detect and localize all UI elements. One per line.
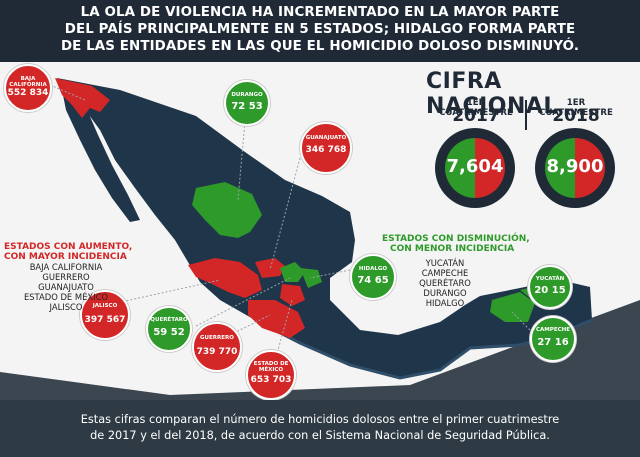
- map-shadow-band: [0, 300, 640, 400]
- period-label-2018: 1ER CUATRIMESTRE: [539, 98, 613, 118]
- value-2017: 59: [153, 327, 168, 338]
- footer-line-2: de 2017 y el del 2018, de acuerdo con el…: [90, 429, 550, 442]
- headline-line-2: DEL PAÍS PRINCIPALMENTE EN 5 ESTADOS; HI…: [64, 22, 576, 37]
- decrease-item: DURANGO: [423, 288, 467, 298]
- value-2017: 346: [305, 145, 325, 155]
- national-2017-value: 7,604: [446, 156, 504, 177]
- national-2018-circle: 8,900: [535, 128, 615, 208]
- year-2017: 2017: [452, 106, 500, 126]
- value-2018: 53: [248, 101, 263, 112]
- value-2018: 834: [29, 88, 49, 98]
- bubble-label: QUERÉTARO: [150, 317, 188, 323]
- value-2018: 15: [551, 285, 566, 296]
- value-2018: 768: [327, 145, 347, 155]
- national-2017-fill: [445, 138, 505, 198]
- value-2017: 739: [196, 347, 216, 357]
- bubble-guerrero: GUERRERO 739 770: [192, 322, 242, 372]
- bubble-durango: DURANGO 72 53: [224, 80, 270, 126]
- value-2018: 65: [374, 275, 389, 286]
- state-guerrero: [248, 300, 305, 338]
- increase-item: JALISCO: [49, 302, 83, 312]
- state-baja-california: [55, 78, 110, 118]
- state-estado-de-mexico: [280, 284, 305, 306]
- value-2018: 16: [554, 337, 569, 348]
- national-2018-value: 8,900: [546, 156, 604, 177]
- increase-legend-title-2: CON MAYOR INCIDENCIA: [4, 252, 127, 262]
- increase-item: GUANAJUATO: [38, 282, 94, 292]
- state-jalisco: [188, 258, 262, 298]
- value-2017: 552: [7, 88, 27, 98]
- value-2018: 770: [218, 347, 238, 357]
- decrease-item: QUERÉTARO: [419, 278, 471, 288]
- bubble-values: 653 703: [248, 375, 294, 385]
- increase-legend-list: BAJA CALIFORNIA GUERRERO GUANAJUATO ESTA…: [4, 262, 128, 312]
- value-2017: 397: [84, 315, 104, 325]
- bubble-values: 72 53: [226, 101, 268, 112]
- bubble-label: CAMPECHE: [536, 327, 570, 333]
- state-queretaro: [280, 262, 305, 282]
- bubble-guanajuato: GUANAJUATO 346 768: [300, 122, 352, 174]
- headline-line-1: LA OLA DE VIOLENCIA HA INCREMENTADO EN L…: [80, 5, 560, 20]
- bubble-hidalgo: HIDALGO 74 65: [350, 254, 396, 300]
- bubble-values: 397 567: [82, 315, 128, 325]
- baja-peninsula: [62, 90, 140, 222]
- bubble-label: YUCATÁN: [535, 276, 565, 282]
- state-campeche: [490, 292, 535, 322]
- year-2018: 2018: [552, 106, 600, 126]
- bubble-baja-california: BAJA CALIFORNIA 552 834: [4, 64, 52, 112]
- bubble-label: ESTADO DE MÉXICO: [253, 361, 289, 373]
- value-2017: 27: [537, 337, 552, 348]
- bubble-label: DURANGO: [231, 92, 263, 98]
- decrease-item: HIDALGO: [425, 298, 465, 308]
- bubble-label: HIDALGO: [358, 266, 388, 272]
- value-2017: 653: [250, 375, 270, 385]
- value-2018: 703: [272, 375, 292, 385]
- headline-line-3: DE LAS ENTIDADES EN LAS QUE EL HOMICIDIO…: [60, 39, 580, 54]
- bubble-values: 20 15: [530, 285, 570, 296]
- bubble-label: GUERRERO: [200, 335, 234, 341]
- header-banner: LA OLA DE VIOLENCIA HA INCREMENTADO EN L…: [0, 0, 640, 62]
- bubble-label: GUANAJUATO: [305, 135, 347, 141]
- increase-item: BAJA CALIFORNIA: [29, 262, 103, 272]
- bubble-values: 739 770: [194, 347, 240, 357]
- footer-note: Estas cifras comparan el número de homic…: [0, 400, 640, 457]
- bubble-values: 552 834: [6, 88, 50, 98]
- bubble-values: 59 52: [148, 327, 190, 338]
- mexico-mainland: [57, 78, 592, 378]
- state-guanajuato: [255, 258, 285, 278]
- national-title: CIFRA NACIONAL: [426, 69, 558, 119]
- value-2017: 72: [231, 101, 246, 112]
- period-label-2017: 1ER CUATRIMESTRE: [439, 98, 513, 118]
- increase-legend-title-1: ESTADOS CON AUMENTO,: [4, 242, 133, 252]
- decrease-legend-title-1: ESTADOS CON DISMINUCIÓN,: [382, 234, 530, 244]
- increase-item: GUERRERO: [42, 272, 90, 282]
- bubble-estado-de-mexico: ESTADO DE MÉXICO 653 703: [246, 350, 296, 400]
- period-separator: [525, 100, 527, 130]
- bubble-queretaro: QUERÉTARO 59 52: [146, 306, 192, 352]
- state-durango: [192, 182, 262, 238]
- decrease-item: CAMPECHE: [421, 268, 469, 278]
- national-2017-circle: 7,604: [435, 128, 515, 208]
- decrease-legend-list: YUCATÁN CAMPECHE QUERÉTARO DURANGO HIDAL…: [400, 258, 490, 308]
- value-2018: 567: [106, 315, 126, 325]
- footer-line-1: Estas cifras comparan el número de homic…: [80, 413, 560, 426]
- decrease-legend-title-2: CON MENOR INCIDENCIA: [390, 244, 515, 254]
- connector-lines: [49, 84, 546, 365]
- bubble-yucatan: YUCATÁN 20 15: [528, 265, 572, 309]
- bubble-values: 346 768: [302, 145, 350, 155]
- national-2018-fill: [545, 138, 605, 198]
- bubble-label: JALISCO: [92, 303, 118, 309]
- bubble-values: 74 65: [352, 275, 394, 286]
- decrease-item: YUCATÁN: [425, 258, 465, 268]
- increase-item: ESTADO DE MÉXICO: [23, 292, 109, 302]
- bubble-jalisco: JALISCO 397 567: [80, 290, 130, 340]
- state-hidalgo: [300, 268, 322, 288]
- value-2017: 20: [534, 285, 549, 296]
- bubble-label: BAJA CALIFORNIA: [9, 76, 47, 88]
- bubble-campeche: CAMPECHE 27 16: [530, 316, 576, 362]
- bubble-values: 27 16: [532, 337, 574, 348]
- value-2018: 52: [170, 327, 185, 338]
- value-2017: 74: [357, 275, 372, 286]
